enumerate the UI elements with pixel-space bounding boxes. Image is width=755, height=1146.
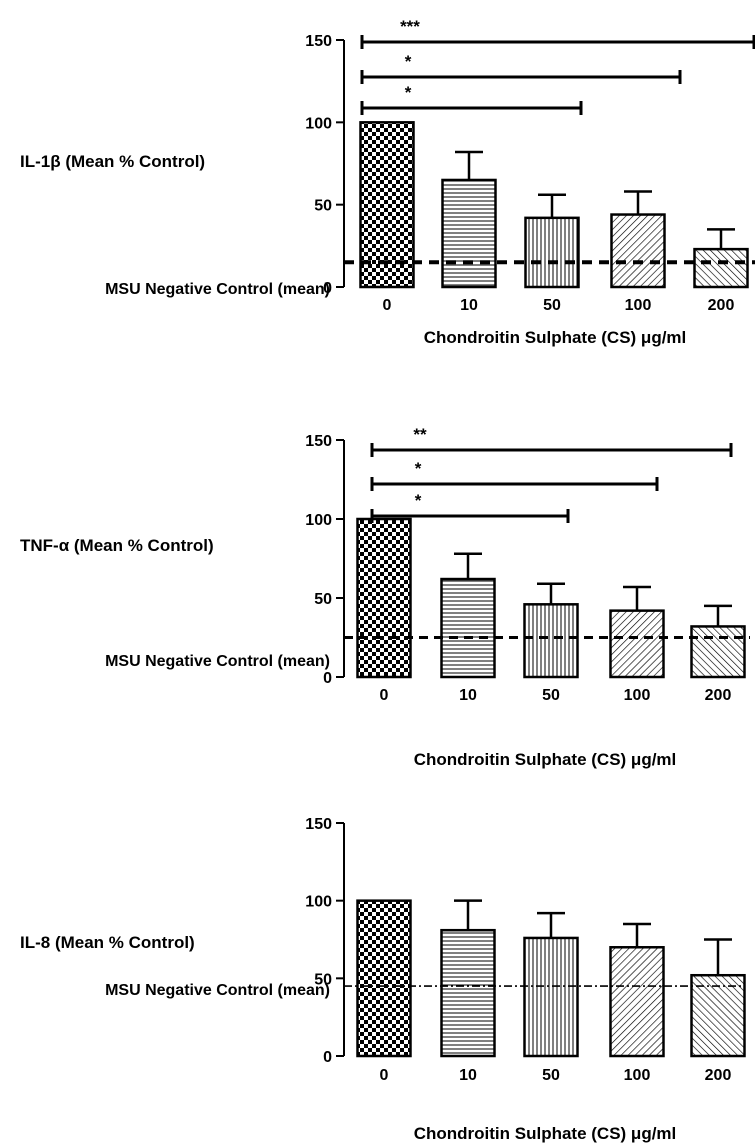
x-tick-label: 0 bbox=[380, 1067, 389, 1084]
y-tick-label: 100 bbox=[305, 512, 332, 529]
y-tick-label: 50 bbox=[314, 971, 332, 988]
bar-100 bbox=[610, 213, 666, 289]
y-tick-label: 0 bbox=[323, 1049, 332, 1066]
x-tick-label: 200 bbox=[708, 297, 735, 314]
x-tick-label: 0 bbox=[383, 297, 392, 314]
bar-200 bbox=[690, 625, 746, 679]
x-tick-label: 10 bbox=[459, 687, 477, 704]
x-axis-label: Chondroitin Sulphate (CS) μg/ml bbox=[414, 750, 677, 769]
significance-label: * bbox=[405, 52, 412, 71]
bar-0 bbox=[356, 517, 412, 679]
x-axis-label: Chondroitin Sulphate (CS) μg/ml bbox=[424, 328, 687, 347]
x-tick-label: 50 bbox=[542, 687, 560, 704]
reference-line-label: MSU Negative Control (mean) bbox=[105, 982, 330, 999]
bar-10 bbox=[440, 577, 496, 679]
x-tick-label: 100 bbox=[624, 687, 651, 704]
x-tick-label: 200 bbox=[705, 1067, 732, 1084]
bar-0 bbox=[356, 899, 412, 1058]
y-axis-label: IL-1β (Mean % Control) bbox=[20, 152, 205, 171]
tnfa-chart: TNF-α (Mean % Control) MSU Negative Cont… bbox=[20, 425, 750, 769]
significance-label: * bbox=[405, 83, 412, 102]
y-axis-label: IL-8 (Mean % Control) bbox=[20, 933, 195, 952]
x-tick-label: 50 bbox=[542, 1067, 560, 1084]
reference-line-label: MSU Negative Control (mean) bbox=[105, 653, 330, 670]
bar-10 bbox=[440, 928, 496, 1058]
bar-200 bbox=[690, 973, 746, 1058]
il8-chart: IL-8 (Mean % Control) MSU Negative Contr… bbox=[20, 816, 746, 1143]
x-tick-label: 0 bbox=[380, 687, 389, 704]
il1b-chart: IL-1β (Mean % Control) MSU Negative Cont… bbox=[20, 17, 755, 347]
bar-100 bbox=[609, 946, 665, 1058]
y-tick-label: 150 bbox=[305, 433, 332, 450]
x-tick-label: 100 bbox=[624, 1067, 651, 1084]
x-tick-label: 200 bbox=[705, 687, 732, 704]
bar-50 bbox=[523, 603, 579, 679]
y-axis-label: TNF-α (Mean % Control) bbox=[20, 536, 214, 555]
x-tick-label: 100 bbox=[625, 297, 652, 314]
significance-label: ** bbox=[413, 425, 427, 444]
y-tick-label: 150 bbox=[305, 816, 332, 833]
x-axis-label: Chondroitin Sulphate (CS) μg/ml bbox=[414, 1124, 677, 1143]
reference-line-label: MSU Negative Control (mean) bbox=[105, 281, 330, 298]
y-tick-label: 0 bbox=[323, 670, 332, 687]
y-tick-label: 0 bbox=[323, 280, 332, 297]
y-tick-label: 150 bbox=[305, 33, 332, 50]
y-tick-label: 50 bbox=[314, 591, 332, 608]
significance-label: *** bbox=[400, 17, 420, 36]
significance-label: * bbox=[415, 459, 422, 478]
bar-10 bbox=[441, 178, 497, 289]
bar-50 bbox=[523, 936, 579, 1058]
y-tick-label: 100 bbox=[305, 115, 332, 132]
significance-label: * bbox=[415, 491, 422, 510]
x-tick-label: 10 bbox=[459, 1067, 477, 1084]
bar-50 bbox=[524, 216, 580, 289]
bar-0 bbox=[359, 121, 415, 289]
bar-100 bbox=[609, 609, 665, 679]
x-tick-label: 50 bbox=[543, 297, 561, 314]
x-tick-label: 10 bbox=[460, 297, 478, 314]
bar-200 bbox=[693, 247, 749, 289]
y-tick-label: 50 bbox=[314, 198, 332, 215]
y-tick-label: 100 bbox=[305, 894, 332, 911]
